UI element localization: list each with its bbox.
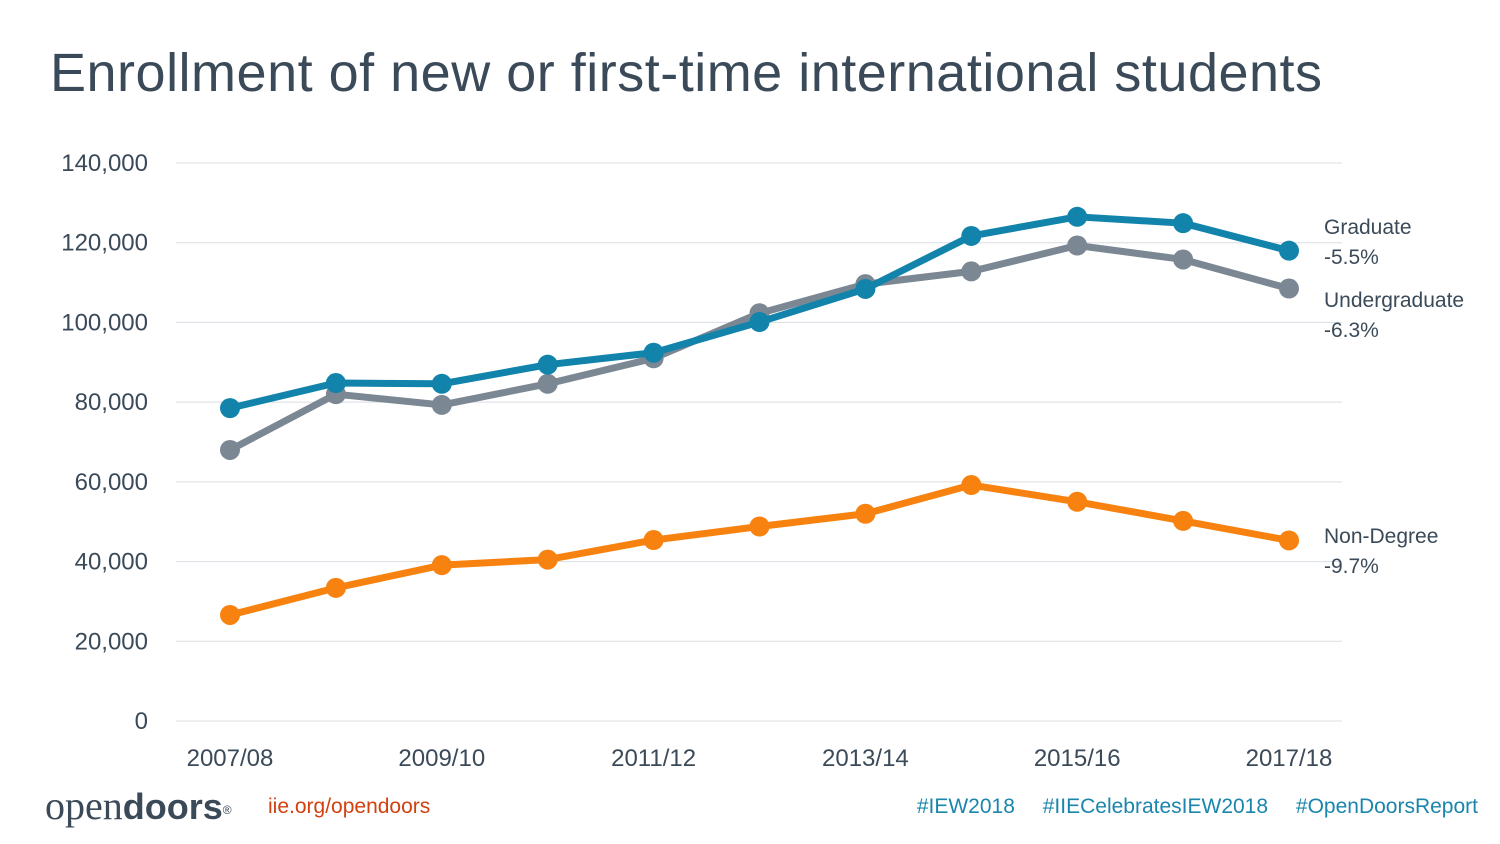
x-tick-label: 2009/10 [398,745,485,772]
data-point-undergraduate [961,261,982,282]
page-title: Enrollment of new or first-time internat… [50,43,1323,103]
data-point-non-degree [961,475,982,496]
data-point-undergraduate [220,439,240,460]
logo-text-doors: doors [122,786,223,827]
y-axis-ticks: 0 20,000 40,000 60,000 80,000 100,000 120,000 1… [61,150,148,735]
series-label-graduate: Graduate [1324,216,1412,239]
data-point-non-degree [1067,491,1088,512]
data-point-graduate [431,373,452,394]
data-point-graduate [537,354,558,375]
registered-mark: ® [222,803,232,817]
y-tick-label: 100,000 [61,309,148,336]
data-point-graduate [1173,213,1194,234]
data-point-non-degree [749,516,770,537]
series-non-degree [220,475,1299,625]
line-chart: 0 20,000 40,000 60,000 80,000 100,000 120,000 1… [61,150,1464,772]
series-change-non-degree: -9.7% [1324,555,1379,578]
data-point-non-degree [855,503,876,524]
data-point-non-degree [643,530,664,551]
data-point-graduate [1279,240,1299,261]
series-line-undergraduate [226,242,1293,454]
hashtag-iiecelebratesiew2018[interactable]: #IIECelebratesIEW2018 [1042,795,1269,818]
hashtag-list: #IEW2018 #IIECelebratesIEW2018 #OpenDoor… [895,795,1478,819]
logo-text-open: open [45,783,123,828]
data-point-undergraduate [537,373,558,394]
y-tick-label: 20,000 [75,628,148,655]
x-tick-label: 2017/18 [1246,745,1333,772]
series-change-graduate: -5.5% [1324,246,1379,269]
series-labels: Undergraduate -6.3% Graduate -5.5% Non-Degre… [1324,216,1464,578]
series-graduate [220,206,1299,419]
data-point-graduate [961,225,982,246]
data-point-graduate [325,373,346,394]
y-tick-label: 120,000 [61,230,148,257]
series-label-non-degree: Non-Degree [1324,525,1438,548]
gridlines [176,162,1342,722]
series-undergraduate [220,235,1299,460]
data-point-graduate [220,398,240,419]
y-tick-label: 0 [135,708,148,735]
data-point-non-degree [431,555,452,576]
data-point-undergraduate [1067,235,1088,256]
x-tick-label: 2011/12 [611,745,696,772]
data-point-non-degree [325,577,346,598]
series-line-non-degree [226,481,1293,619]
x-tick-label: 2007/08 [187,745,274,772]
data-point-graduate [1067,206,1088,227]
data-point-non-degree [1173,510,1194,531]
hashtag-opendoorsreport[interactable]: #OpenDoorsReport [1295,795,1478,818]
series-label-undergraduate: Undergraduate [1324,289,1464,312]
y-tick-label: 40,000 [75,549,148,576]
x-tick-label: 2015/16 [1034,745,1121,772]
data-point-graduate [855,278,876,299]
data-point-graduate [643,342,664,363]
data-point-graduate [749,312,770,333]
data-point-non-degree [537,549,558,570]
opendoors-link[interactable]: iie.org/opendoors [268,795,431,818]
hashtag-iew2018[interactable]: #IEW2018 [916,795,1015,818]
x-tick-label: 2013/14 [822,745,909,772]
series-change-undergraduate: -6.3% [1324,319,1379,342]
opendoors-logo: opendoors® [45,782,232,831]
data-point-non-degree [220,604,240,625]
series-lines [220,206,1299,625]
data-point-undergraduate [1279,278,1299,299]
data-point-undergraduate [431,394,452,415]
data-point-undergraduate [1173,249,1194,270]
y-tick-label: 140,000 [61,150,148,177]
y-tick-label: 60,000 [75,469,148,496]
data-point-non-degree [1279,530,1299,551]
x-axis-ticks: 2007/08 2009/10 2011/12 2013/14 2015/16 2017/… [187,745,1333,772]
y-tick-label: 80,000 [75,389,148,416]
